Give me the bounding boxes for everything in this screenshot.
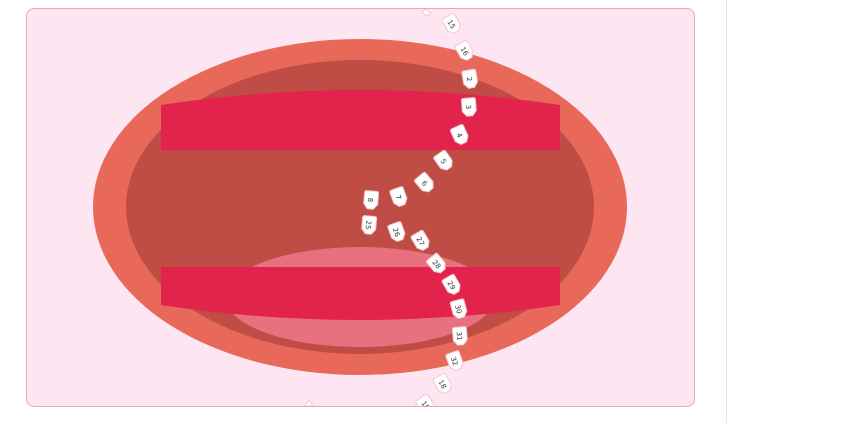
- upper-tooth-6[interactable]: 6: [414, 171, 436, 195]
- lower-tooth-18[interactable]: 18: [432, 372, 453, 396]
- tooth-number: 28: [430, 259, 442, 271]
- tooth-icon: [433, 149, 453, 171]
- side-divider: [726, 0, 727, 423]
- upper-tooth-7[interactable]: 7: [389, 186, 408, 208]
- upper-palate: [161, 90, 560, 150]
- lower-tooth-32[interactable]: 32: [445, 350, 464, 372]
- lower-tooth-28[interactable]: 28: [426, 252, 448, 276]
- tooth-number: 32: [449, 356, 460, 367]
- upper-tooth-16[interactable]: 16: [454, 39, 475, 63]
- tooth-edge-top: [421, 9, 432, 17]
- tooth-icon: [449, 123, 469, 145]
- lower-tooth-25[interactable]: 25: [361, 215, 378, 235]
- right-panel: [727, 0, 841, 423]
- tooth-number: 5: [439, 157, 448, 165]
- mouth-canvas-panel[interactable]: 15 16 2 3 4 5 6 7 8 25 26 27 28 29 30 31 32 18 19: [26, 8, 695, 407]
- lower-tooth-29[interactable]: 29: [441, 273, 462, 297]
- tooth-icon: [461, 68, 479, 89]
- tooth-icon: [445, 350, 464, 372]
- tooth-number: 31: [455, 331, 464, 341]
- tooth-icon: [454, 39, 474, 61]
- tooth-number: 18: [436, 379, 447, 391]
- tooth-number: 30: [453, 304, 463, 315]
- upper-tooth-2[interactable]: 2: [461, 68, 479, 89]
- tooth-number: 25: [364, 220, 373, 230]
- upper-teeth-group: 15 16 2 3 4 5 6 7 8: [363, 12, 479, 210]
- tooth-icon: [426, 252, 446, 274]
- tooth-icon: [460, 97, 477, 117]
- upper-tooth-8[interactable]: 8: [363, 190, 380, 210]
- lower-palate: [161, 267, 560, 320]
- tooth-edge-bottom: [304, 399, 314, 406]
- tooth-number: 6: [420, 179, 429, 188]
- tooth-number: 3: [464, 105, 472, 110]
- tooth-number: 16: [458, 46, 470, 58]
- lower-tooth-30[interactable]: 30: [449, 298, 468, 320]
- tooth-icon: [432, 372, 452, 394]
- tooth-icon: [363, 190, 380, 210]
- upper-tooth-4[interactable]: 4: [449, 123, 470, 146]
- tooth-number: 27: [414, 236, 425, 248]
- tooth-icon: [410, 229, 430, 251]
- tooth-icon: [441, 12, 461, 34]
- tooth-icon: [449, 298, 468, 320]
- upper-tooth-3[interactable]: 3: [460, 97, 477, 117]
- tooth-number: 19: [419, 400, 431, 406]
- upper-tooth-15[interactable]: 15: [441, 12, 462, 36]
- tooth-number: 15: [445, 19, 456, 31]
- lower-tooth-19[interactable]: 19: [415, 393, 437, 406]
- edge-marks: [304, 9, 432, 406]
- tooth-number: 2: [465, 76, 474, 82]
- tooth-icon: [387, 221, 406, 243]
- lower-tooth-27[interactable]: 27: [410, 229, 431, 253]
- tooth-icon: [441, 273, 461, 295]
- tooth-icon: [361, 215, 378, 235]
- tooth-icon: [414, 171, 434, 193]
- tooth-number: 4: [455, 132, 464, 140]
- tooth-number: 29: [445, 280, 456, 292]
- tooth-icon: [451, 326, 468, 346]
- upper-tooth-5[interactable]: 5: [433, 149, 455, 173]
- lower-tooth-31[interactable]: 31: [451, 326, 468, 346]
- tooth-number: 7: [394, 194, 403, 201]
- lower-tooth-26[interactable]: 26: [387, 221, 406, 243]
- tooth-icon: [415, 393, 435, 406]
- tooth-number: 8: [366, 197, 374, 202]
- tooth-icon: [389, 186, 408, 208]
- tooth-number: 26: [391, 227, 402, 239]
